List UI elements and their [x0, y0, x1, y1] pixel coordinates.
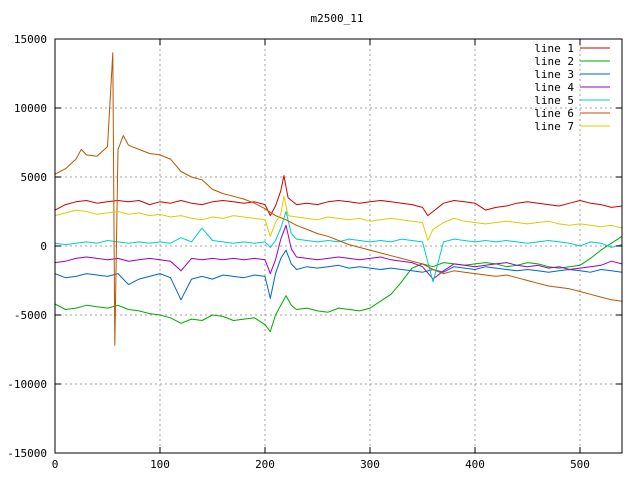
- legend-label-1: line 1: [534, 42, 574, 55]
- x-tick-label: 400: [465, 458, 485, 471]
- x-tick-label: 300: [360, 458, 380, 471]
- series-group: [54, 52, 623, 346]
- series-line-1: [54, 175, 623, 217]
- series-line-7: [54, 195, 623, 241]
- chart-title: m2500_11: [311, 12, 364, 25]
- y-tick-label: -5000: [14, 309, 47, 322]
- y-tick-label: 15000: [14, 33, 47, 46]
- legend-label-4: line 4: [534, 81, 574, 94]
- y-tick-label: -10000: [7, 378, 47, 391]
- axis-ticks: 0 100 200 300 400 500 -15000 -10000 -5000 0 5000 10…: [7, 33, 622, 471]
- series-line-5: [54, 211, 623, 283]
- legend-label-6: line 6: [534, 107, 574, 120]
- legend-label-2: line 2: [534, 55, 574, 68]
- y-tick-label: 10000: [14, 102, 47, 115]
- x-tick-label: 0: [52, 458, 59, 471]
- legend-label-5: line 5: [534, 94, 574, 107]
- y-tick-label: 0: [40, 240, 47, 253]
- x-tick-label: 100: [150, 458, 170, 471]
- series-line-3: [54, 249, 623, 301]
- legend-label-7: line 7: [534, 120, 574, 133]
- series-line-4: [54, 224, 623, 280]
- series-line-2: [54, 235, 623, 333]
- y-tick-label: 5000: [21, 171, 48, 184]
- series-line-6: [54, 52, 623, 346]
- x-tick-label: 500: [570, 458, 590, 471]
- x-tick-label: 200: [255, 458, 275, 471]
- y-tick-label: -15000: [7, 447, 47, 460]
- legend-label-3: line 3: [534, 68, 574, 81]
